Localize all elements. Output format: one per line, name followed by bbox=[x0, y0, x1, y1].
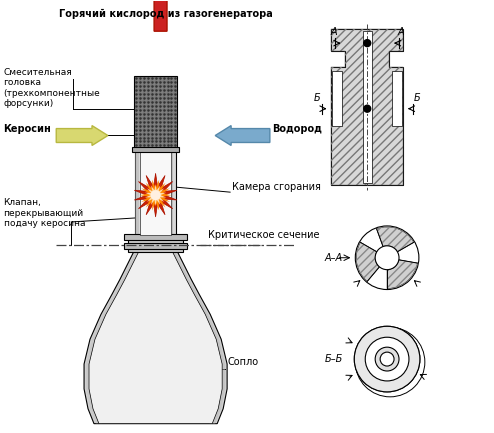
Circle shape bbox=[375, 347, 399, 371]
FancyArrow shape bbox=[215, 126, 270, 145]
Circle shape bbox=[354, 326, 420, 392]
Circle shape bbox=[364, 105, 370, 112]
Circle shape bbox=[354, 326, 420, 392]
Text: А: А bbox=[398, 27, 404, 37]
Polygon shape bbox=[145, 184, 166, 206]
Text: Водород: Водород bbox=[272, 123, 322, 133]
Circle shape bbox=[364, 40, 370, 47]
Circle shape bbox=[151, 190, 161, 200]
Wedge shape bbox=[387, 260, 417, 288]
Text: Смесительная
головка
(трехкомпонентные
форсунки): Смесительная головка (трехкомпонентные ф… bbox=[3, 68, 100, 108]
Bar bbox=[124, 234, 187, 240]
Bar bbox=[392, 71, 402, 126]
Bar bbox=[132, 148, 179, 152]
Text: А–А: А–А bbox=[325, 253, 343, 263]
FancyArrow shape bbox=[56, 126, 108, 145]
Circle shape bbox=[380, 352, 394, 366]
Wedge shape bbox=[376, 227, 414, 252]
Text: Б–Б: Б–Б bbox=[325, 354, 343, 364]
Polygon shape bbox=[86, 248, 144, 423]
Bar bbox=[124, 243, 187, 249]
Polygon shape bbox=[140, 180, 171, 210]
Polygon shape bbox=[167, 248, 225, 423]
Text: Б: Б bbox=[314, 93, 321, 103]
Bar bbox=[169, 149, 173, 237]
Polygon shape bbox=[134, 173, 177, 217]
Text: Критическое сечение: Критическое сечение bbox=[208, 230, 320, 240]
Text: Клапан,
перекрывающий
подачу керосина: Клапан, перекрывающий подачу керосина bbox=[3, 198, 85, 228]
Text: А: А bbox=[330, 27, 337, 37]
Bar bbox=[135, 149, 176, 237]
Circle shape bbox=[365, 337, 409, 381]
Polygon shape bbox=[84, 248, 227, 423]
Circle shape bbox=[355, 226, 419, 290]
Bar bbox=[332, 71, 342, 126]
Bar bbox=[140, 150, 171, 235]
Text: Горячий кислород из газогенератора: Горячий кислород из газогенератора bbox=[59, 10, 272, 19]
Bar bbox=[134, 76, 177, 149]
Text: Сопло: Сопло bbox=[227, 357, 258, 367]
FancyArrow shape bbox=[150, 0, 171, 31]
Polygon shape bbox=[89, 248, 222, 423]
Circle shape bbox=[375, 246, 399, 270]
Bar bbox=[363, 31, 372, 183]
Text: Керосин: Керосин bbox=[3, 123, 51, 133]
Wedge shape bbox=[356, 242, 379, 281]
Bar bbox=[135, 149, 139, 237]
Text: Камера сгорания: Камера сгорания bbox=[232, 182, 321, 192]
Bar bbox=[128, 237, 183, 252]
Text: Б: Б bbox=[413, 93, 420, 103]
Polygon shape bbox=[331, 29, 403, 185]
